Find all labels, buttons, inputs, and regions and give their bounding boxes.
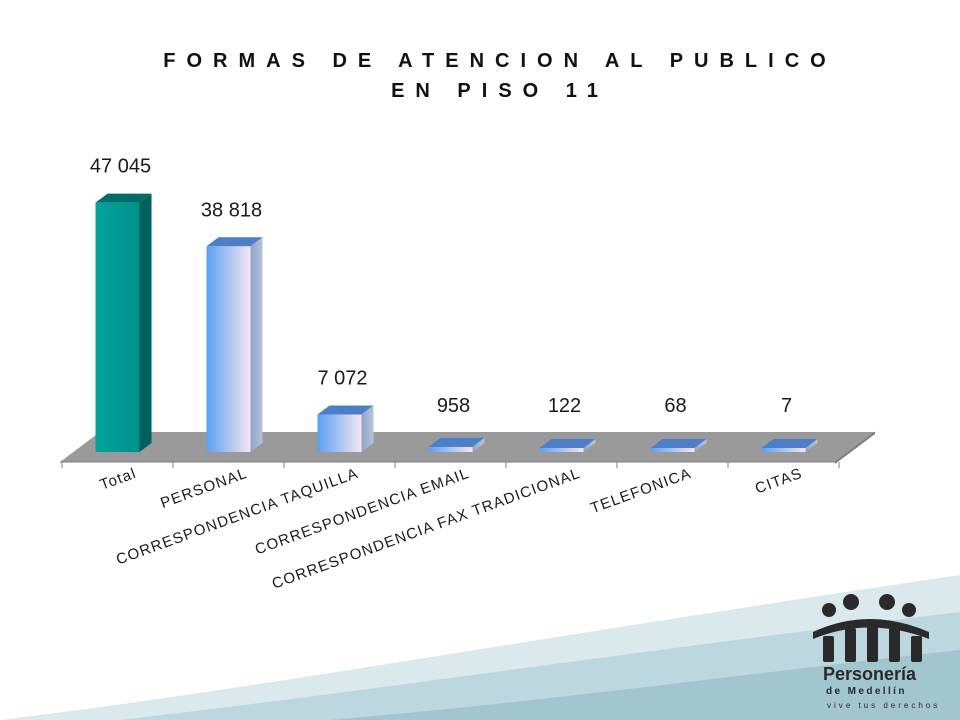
x-axis-ticks	[61, 462, 840, 468]
bar-side	[361, 405, 374, 452]
bar-top	[650, 439, 707, 448]
bar-side	[139, 193, 152, 452]
background-waves	[0, 575, 960, 720]
chart-title-line-1: FORMAS DE ATENCION AL PUBLICO	[163, 50, 837, 72]
bar-front	[206, 246, 251, 452]
bar-top	[317, 405, 374, 415]
category-label: Total	[98, 465, 139, 494]
bar-front	[95, 202, 140, 452]
bar-side	[583, 439, 596, 452]
bar-correspondencia-email	[428, 437, 485, 452]
logo-name: Personería	[823, 664, 917, 684]
bar-top	[206, 237, 263, 247]
category-label: TELEFONICA	[588, 465, 694, 517]
data-label: 958	[437, 395, 470, 417]
bar-front	[761, 448, 806, 452]
bar-front	[317, 414, 362, 452]
bar-front	[428, 446, 473, 452]
category-label: CITAS	[753, 465, 805, 498]
data-label: 68	[664, 395, 686, 417]
bars	[95, 193, 818, 452]
chart-title-line-2: EN PISO 11	[391, 80, 609, 102]
bar-total	[95, 193, 152, 452]
bar-personal	[206, 237, 263, 452]
bar-side	[805, 439, 818, 452]
bar-side	[694, 439, 707, 452]
bar-correspondencia-fax-tradicional	[539, 439, 596, 452]
data-label: 122	[548, 395, 581, 417]
data-label: 38 818	[201, 199, 262, 221]
logo-tagline: vive tus derechos	[827, 701, 941, 710]
data-label: 7 072	[317, 368, 367, 390]
data-labels: 47 045 38 818 7 072 958 122 68 7	[90, 156, 792, 417]
logo-city: de Medellín	[826, 686, 907, 697]
data-label: 7	[781, 395, 792, 417]
bar-top	[95, 193, 152, 203]
personeria-logo-icon	[813, 594, 929, 662]
bar-front	[539, 448, 584, 452]
bar-front	[650, 448, 695, 452]
bar-telefonica	[650, 439, 707, 452]
bar-side	[472, 437, 485, 452]
category-label: PERSONAL	[158, 465, 250, 512]
bar-top	[761, 439, 818, 448]
bar-side	[250, 237, 263, 452]
bar-correspondencia-taquilla	[317, 405, 374, 452]
bar-top	[539, 439, 596, 448]
data-label: 47 045	[90, 156, 151, 178]
bar-citas	[761, 439, 818, 452]
bar-top	[428, 437, 485, 447]
